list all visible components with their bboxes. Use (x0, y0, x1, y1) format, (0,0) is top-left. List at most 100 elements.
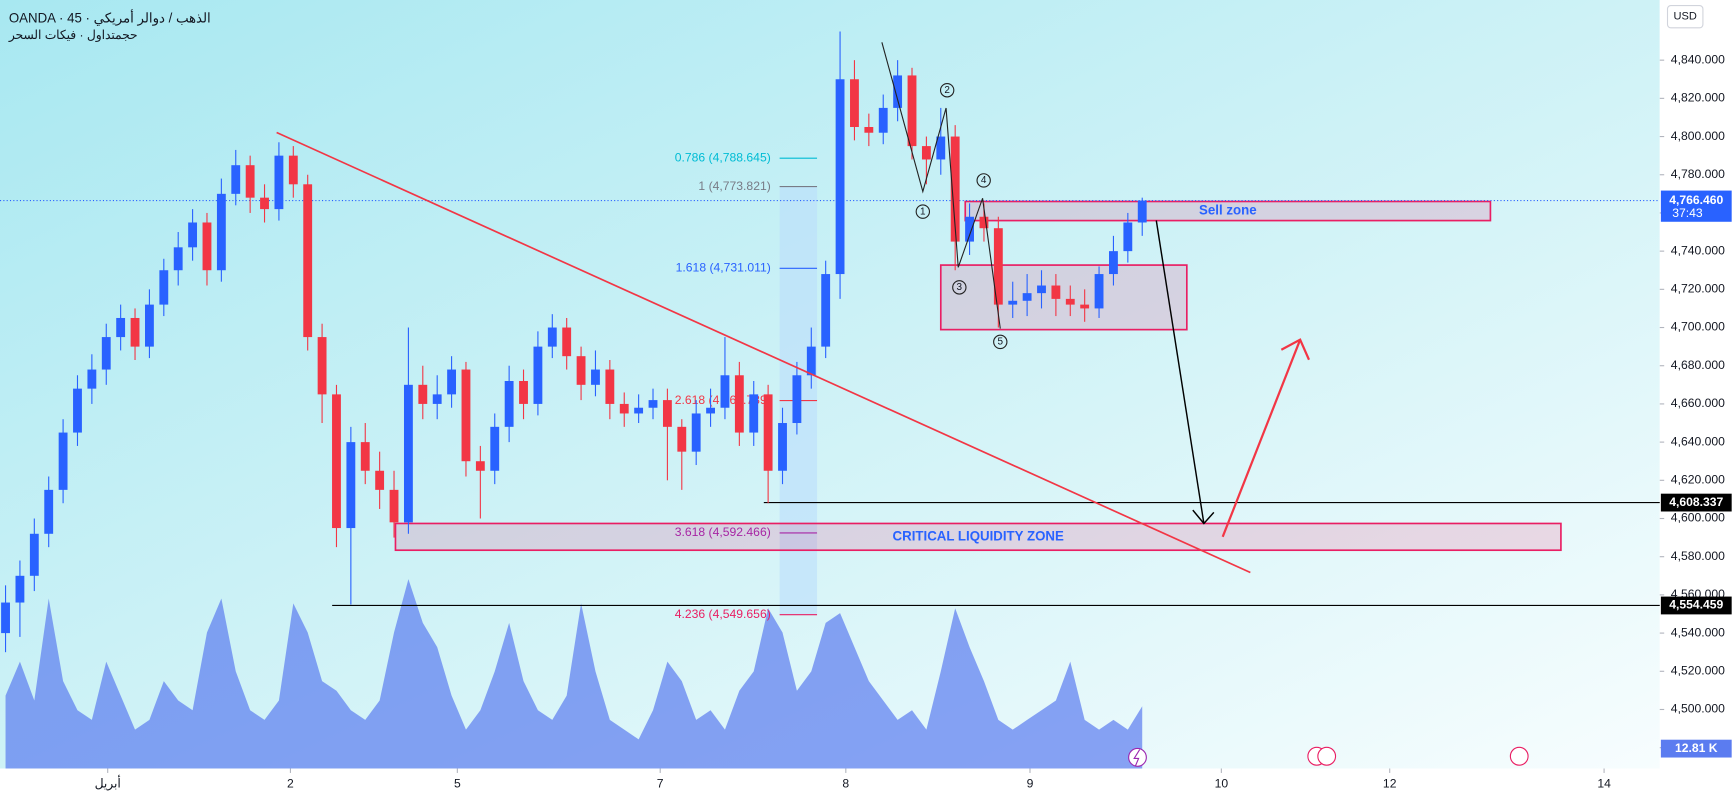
candle-body (965, 216, 974, 242)
level-price-box (1660, 596, 1732, 615)
trendline (276, 131, 1251, 574)
candle-body (389, 489, 399, 523)
current-price-label: 4,766.460 (1669, 193, 1723, 207)
current-price-box (1660, 190, 1732, 222)
y-tick-label: 4,720.000 (1671, 282, 1725, 296)
candle-body (1137, 200, 1147, 223)
candle-body (274, 155, 284, 210)
candle-body (907, 75, 917, 147)
wave-label-text: 5 (998, 337, 1004, 348)
y-tick-label: 4,580.000 (1671, 549, 1725, 563)
candle-body (101, 337, 111, 370)
candle-body (878, 107, 888, 133)
x-tick-label: أبريل (95, 775, 121, 790)
candle-body (950, 136, 960, 242)
candle-body (677, 426, 687, 452)
currency-button[interactable] (1666, 5, 1704, 29)
zone (939, 264, 1188, 331)
price-axis (1659, 0, 1735, 793)
candle-body (504, 381, 514, 427)
candle-body (634, 407, 644, 414)
candle-body (706, 407, 715, 414)
volume-area (5, 579, 1143, 769)
candle-body (490, 426, 500, 471)
candle-body (1123, 222, 1133, 252)
level-price-label: 4,554.459 (1669, 598, 1723, 612)
y-tick-label: 4,840.000 (1671, 52, 1725, 66)
fib-label: 1 (4,773.821) (698, 179, 770, 193)
x-tick-label: 9 (1027, 776, 1034, 790)
candle-body (662, 400, 672, 427)
volume-box (1660, 739, 1732, 758)
candle-body (159, 270, 169, 305)
wave-label: 3 (952, 280, 967, 295)
candle-body (116, 317, 126, 338)
candle-body (130, 317, 140, 347)
zone (964, 200, 1492, 222)
wave-label-text: 1 (920, 206, 926, 217)
y-tick-label: 4,680.000 (1671, 358, 1725, 372)
candle-body (734, 375, 744, 433)
countdown-label: 37:43 (1672, 206, 1703, 220)
candle-body (288, 155, 298, 185)
candle-body (1008, 300, 1018, 305)
x-tick-label: 10 (1215, 776, 1229, 790)
y-tick-label: 4,780.000 (1671, 167, 1725, 181)
symbol-title: OANDA · 45 · يكيرمأ رلاود / بهذلا (9, 9, 211, 26)
candle-body (375, 470, 385, 490)
wave-label-text: 4 (981, 175, 987, 186)
candle-body (1, 602, 10, 634)
zone-label: Sell zone (1199, 203, 1257, 218)
candle-body (303, 184, 313, 338)
event-icons (1128, 746, 1529, 767)
zone-label: CRITICAL LIQUIDITY ZONE (893, 528, 1064, 543)
candle-body (763, 394, 773, 471)
zone (394, 522, 1562, 552)
fib-label: 3.618 (4,592.466) (675, 525, 771, 539)
candle-body (346, 442, 356, 529)
candle-body (231, 165, 241, 194)
candle-body (605, 369, 615, 404)
wave-path (881, 42, 1001, 329)
x-tick-label: 12 (1383, 776, 1397, 790)
candle-body (979, 216, 989, 229)
candle-body (188, 222, 198, 248)
candle-body (403, 384, 413, 523)
series-layer: 0.786 (4,788.645) 1 (4,773.821) 1.618 (4,7… (0, 31, 1660, 769)
candle-body (519, 381, 528, 404)
candle-body (245, 165, 255, 198)
candle-body (317, 337, 327, 395)
fib-label: 0.786 (4,788.645) (675, 150, 771, 164)
candle-body (720, 375, 730, 408)
wave-label: 1 (915, 204, 931, 219)
candle-body (144, 304, 154, 347)
y-tick-label: 4,640.000 (1671, 434, 1725, 448)
level-price-label: 4,608.337 (1669, 495, 1723, 509)
wave-label-text: 2 (944, 85, 950, 96)
candle-body (591, 369, 600, 385)
candle-body (475, 461, 485, 471)
currency-label[interactable]: USD (1674, 11, 1697, 23)
candle-body (432, 394, 442, 404)
wave-label: 4 (976, 173, 991, 188)
candle-body (821, 274, 831, 347)
wave-label: 2 (939, 82, 955, 98)
fib-label: 4.236 (4,549.656) (675, 607, 771, 621)
candle-body (576, 356, 586, 385)
up-arrow (1221, 338, 1311, 538)
candle-body (332, 394, 341, 529)
y-tick-label: 4,660.000 (1671, 396, 1725, 410)
candle-body (893, 75, 903, 108)
candle-body (1109, 251, 1118, 275)
candle-body (173, 247, 183, 271)
y-tick-label: 4,740.000 (1671, 243, 1725, 257)
candle-body (1051, 285, 1061, 299)
candle-body (835, 79, 845, 275)
candle-body (547, 327, 557, 347)
candle-body (1037, 285, 1046, 294)
y-tick-label: 4,540.000 (1671, 625, 1725, 639)
candle-body (792, 375, 802, 424)
candle-body (461, 369, 471, 462)
